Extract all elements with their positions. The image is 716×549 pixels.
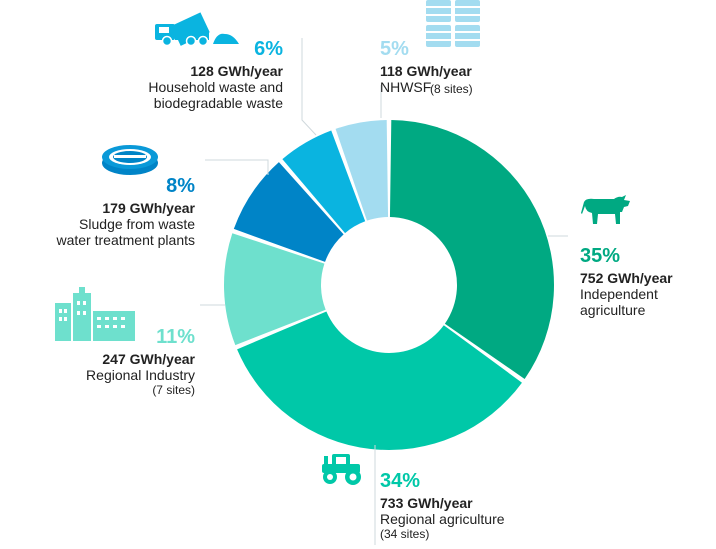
category-label: Regional agriculture [380, 511, 505, 528]
category-label: Independent [580, 286, 658, 303]
value-label: 247 GWh/year [102, 351, 195, 368]
percent-label: 34% [380, 470, 421, 492]
percent-label: 5% [380, 38, 409, 60]
category-label: Regional Industry [86, 367, 195, 384]
slice-nhwsf [335, 120, 389, 221]
slice-industry [224, 233, 326, 346]
category-label: agriculture [580, 301, 646, 318]
leader-line [301, 38, 317, 136]
garbage-truck-icon [155, 12, 239, 46]
percent-label: 35% [580, 245, 621, 267]
slice-sludge [233, 162, 344, 262]
slice-independent [389, 120, 554, 379]
category-label: water treatment plants [56, 231, 195, 248]
label-household-waste: 6% 128 GWh/year Household waste and biod… [148, 38, 283, 111]
value-label: 733 GWh/year [380, 495, 473, 512]
category-label: biodegradable waste [153, 94, 283, 111]
slice-regional_agri [237, 311, 522, 451]
category-label: NHWSF [380, 79, 432, 96]
slice-household [282, 130, 366, 234]
tractor-icon [322, 454, 361, 485]
barrels-icon [426, 0, 480, 47]
sites-label: (34 sites) [380, 526, 430, 541]
value-label: 118 GWh/year [380, 63, 472, 80]
factory-icon [55, 287, 135, 341]
percent-label: 8% [166, 175, 195, 197]
percent-label: 11% [156, 326, 195, 348]
value-label: 128 GWh/year [190, 63, 283, 80]
label-regional-agriculture: 34% 733 GWh/year Regional agriculture (3… [380, 470, 505, 541]
water-treatment-icon [102, 145, 158, 175]
label-independent-agriculture: 35% 752 GWh/year Independent agriculture [580, 245, 673, 318]
sites-label: (7 sites) [152, 382, 195, 397]
leader-line [205, 159, 269, 175]
label-nhwsf: 5% 118 GWh/year NHWSF [380, 38, 472, 96]
label-regional-industry: 11% 247 GWh/year Regional Industry (7 si… [86, 326, 195, 397]
value-label: 752 GWh/year [580, 270, 673, 287]
cow-icon [581, 195, 630, 224]
sites-label: (8 sites) [430, 82, 473, 96]
percent-label: 6% [254, 38, 283, 60]
value-label: 179 GWh/year [102, 200, 195, 217]
category-label: Sludge from waste [79, 216, 195, 233]
category-label: Household waste and [148, 79, 283, 96]
label-sludge: 8% 179 GWh/year Sludge from waste water … [56, 175, 195, 248]
